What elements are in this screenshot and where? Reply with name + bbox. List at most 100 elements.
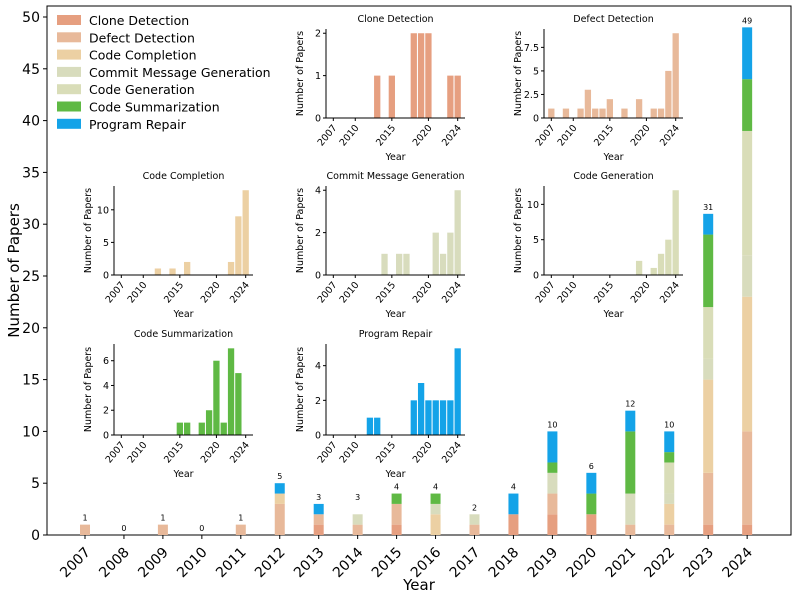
legend-swatch-clone-detection [57,15,81,25]
legend-swatch-code-summarization [57,101,81,112]
inset-completion-x-axis-label: Year [172,309,193,320]
inset-repair-x-tick-label: 2015 [374,440,398,466]
bar-2013-defect-detection [313,514,324,525]
inset-commit-bar-2017 [403,253,410,275]
inset-completion-bar-2012 [154,268,162,275]
inset-defect-bar-2015 [606,99,613,118]
main-x-tick-label: 2008 [96,545,133,582]
inset-defect-x-tick-label: 2015 [592,123,616,149]
bar-total-label-2023: 31 [703,203,713,212]
main-x-tick-label: 2021 [603,545,640,582]
main-plot-frame [46,5,792,536]
main-x-tick-label: 2015 [369,545,406,582]
main-y-tick-label: 25 [22,269,40,285]
bar-2019-program-repair [547,431,558,463]
bar-2018-program-repair [508,493,519,515]
bar-total-label-2014: 3 [355,493,360,502]
bar-2021-commit-message-generation [625,493,636,525]
inset-generation-y-tick-label: 0 [533,271,539,282]
bar-2022-code-completion [664,503,675,525]
inset-generation-x-tick-label: 2010 [556,280,580,306]
bar-2014-commit-message-generation [352,514,363,525]
legend-label-code-generation: Code Generation [89,82,195,97]
inset-generation-y-tick-label: 5 [533,235,539,246]
inset-summarization-x-tick-label: 2007 [104,440,128,466]
bar-2024-defect-detection [742,431,753,525]
inset-generation-bar-2024 [672,190,679,275]
inset-commit-x-tick-label: 2020 [411,280,435,306]
inset-summarization-y-tick-label: 0 [103,431,109,442]
inset-commit-title: Commit Message Generation [327,171,465,182]
bar-2021-program-repair [625,410,636,432]
inset-clone-x-tick-label: 2010 [338,123,362,149]
inset-defect-bar-2017 [621,108,628,118]
bar-2023-program-repair [703,213,714,235]
inset-generation-bar-2021 [650,267,657,275]
inset-summarization-bar-2023 [235,373,242,435]
bar-total-label-2009: 1 [160,514,165,523]
inset-commit: Commit Message Generation 0 2 4 Number of Pa… [295,171,465,320]
main-y-tick-label: 20 [22,321,40,337]
bar-total-label-2018: 4 [511,483,516,492]
bar-2022-program-repair [664,431,675,453]
bar-2012-program-repair [274,483,285,494]
main-y-tick-label: 0 [31,528,40,544]
bar-2022-code-summarization [664,452,675,463]
main-y-tick-label: 5 [31,476,40,492]
inset-repair-y-tick-label: 4 [315,361,321,372]
bar-2011-defect-detection [235,524,246,535]
inset-summarization: Code Summarization 0 2 4 6 Number of Papers 20… [83,329,253,480]
main-y-tick-label: 35 [22,165,40,181]
legend-swatch-commit-message-generation [57,66,81,77]
inset-commit-x-tick-label: 2010 [338,280,362,306]
bar-2021-defect-detection [625,524,636,535]
inset-completion-x-tick-label: 2020 [199,280,223,306]
inset-clone-y-tick-label: 2 [315,29,321,40]
inset-commit-y-tick-label: 2 [315,228,321,239]
main-x-tick-label: 2012 [252,545,289,582]
inset-completion-bar-2023 [235,216,242,275]
bar-total-label-2016: 4 [433,483,438,492]
inset-completion-title: Code Completion [143,171,225,182]
bar-2017-commit-message-generation [469,514,480,525]
main-x-axis-label: Year [402,576,436,594]
inset-summarization-x-tick-label: 2020 [199,440,223,466]
inset-clone-bar-2020 [425,33,432,118]
inset-defect-y-tick-label: 5 [533,66,539,77]
main-x-tick-label: 2019 [525,545,562,582]
legend-swatch-defect-detection [57,32,81,43]
inset-summarization-y-tick-label: 6 [103,356,109,367]
inset-completion-x-tick-label: 2010 [126,280,150,306]
main-y-tick-label: 30 [22,217,40,233]
inset-repair-bar-2013 [374,417,381,435]
inset-defect-bar-2019 [635,99,643,118]
inset-summarization-y-axis-label: Number of Papers [83,347,94,432]
inset-summarization-x-axis-label: Year [172,469,193,480]
bar-total-label-2024: 49 [742,16,752,25]
bar-2024-clone-detection [742,524,753,535]
inset-defect-y-tick-label: 0 [533,114,539,125]
bar-total-label-2022: 10 [664,420,674,429]
inset-summarization-y-tick-label: 2 [103,406,109,417]
inset-clone-bar-2023 [447,75,454,118]
bar-2023-code-generation [703,307,714,359]
inset-clone-title: Clone Detection [357,14,433,25]
inset-repair-bar-2012 [366,417,374,435]
bar-2024-code-completion [742,296,753,432]
bar-2022-code-generation [664,462,675,494]
inset-summarization-title: Code Summarization [134,329,233,340]
inset-generation-x-tick-label: 2024 [658,280,682,306]
inset-clone-y-tick-label: 1 [315,71,321,82]
bar-2019-commit-message-generation [547,472,558,494]
inset-defect-bar-2007 [548,108,555,118]
inset-completion-y-tick-label: 10 [97,205,109,216]
inset-repair-bar-2018 [410,400,417,435]
bar-total-label-2011: 1 [238,514,243,523]
bar-2019-code-summarization [547,462,558,473]
legend-label-clone-detection: Clone Detection [89,13,189,28]
inset-completion-x-tick-label: 2007 [104,280,128,306]
inset-repair-x-tick-label: 2010 [338,440,362,466]
inset-completion-bar-2022 [227,261,235,275]
